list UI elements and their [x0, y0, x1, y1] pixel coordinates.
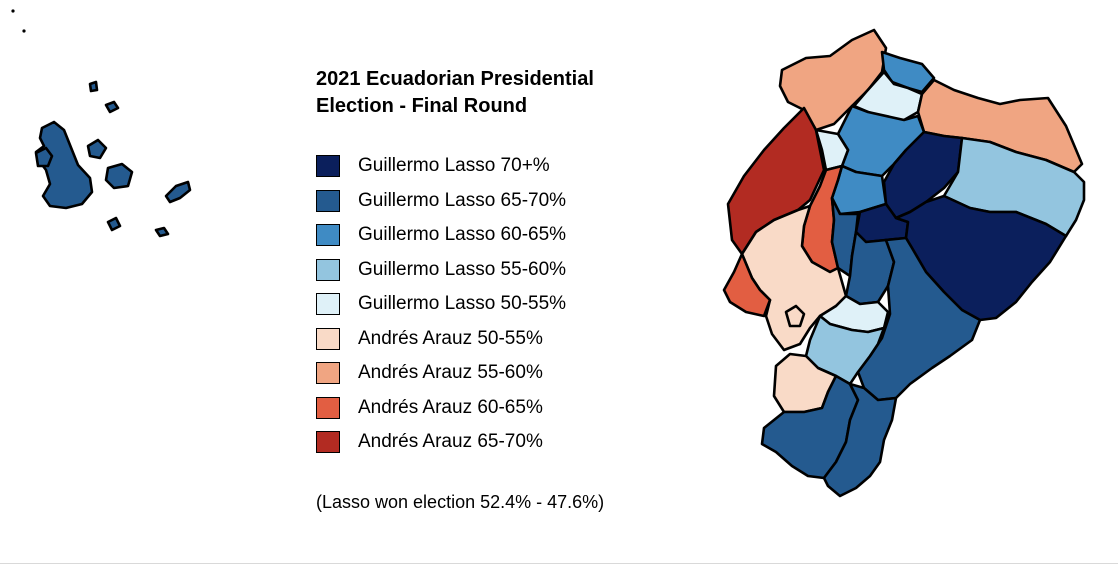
province-santa-elena — [722, 252, 772, 318]
bottom-divider — [0, 563, 1118, 564]
title-line-1: 2021 Ecuadorian Presidential — [316, 68, 594, 90]
legend-item: Guillermo Lasso 60-65% — [316, 218, 566, 253]
fernandina-island — [34, 146, 54, 168]
legend-item: Guillermo Lasso 70+% — [316, 149, 566, 184]
legend-label: Guillermo Lasso 55-60% — [358, 258, 567, 280]
legend-swatch — [316, 189, 340, 212]
mainland-provinces — [722, 28, 1086, 498]
province-guayas-puna — [784, 304, 806, 328]
legend: Guillermo Lasso 70+% Guillermo Lasso 65-… — [316, 149, 566, 460]
legend-swatch — [316, 327, 340, 350]
legend-swatch — [316, 155, 340, 178]
legend-label: Guillermo Lasso 65-70% — [358, 189, 567, 211]
legend-item: Andrés Arauz 60-65% — [316, 391, 566, 426]
result-note: (Lasso won election 52.4% - 47.6%) — [316, 492, 605, 512]
legend-item: Guillermo Lasso 50-55% — [316, 287, 566, 322]
galapagos-islands — [34, 80, 192, 238]
legend-item: Andrés Arauz 50-55% — [316, 322, 566, 357]
pinta-island — [104, 100, 120, 114]
legend-swatch — [316, 224, 340, 247]
floreana-island — [106, 216, 122, 232]
san-cristobal-island — [164, 180, 192, 204]
legend-swatch — [316, 258, 340, 281]
map-dot — [11, 9, 15, 13]
legend-item: Guillermo Lasso 55-60% — [316, 253, 566, 288]
province-morona-santiago — [856, 236, 982, 402]
legend-swatch — [316, 396, 340, 419]
legend-swatch — [316, 431, 340, 454]
legend-item: Andrés Arauz 65-70% — [316, 425, 566, 460]
espanola-island — [154, 226, 170, 238]
legend-swatch — [316, 293, 340, 316]
map-dot — [22, 29, 26, 33]
marchena-island — [88, 80, 99, 93]
legend-item: Guillermo Lasso 65-70% — [316, 184, 566, 219]
legend-swatch — [316, 362, 340, 385]
legend-label: Andrés Arauz 55-60% — [358, 362, 543, 384]
province-zamora-chinchipe — [822, 382, 898, 498]
legend-label: Andrés Arauz 60-65% — [358, 396, 543, 418]
map-title: 2021 Ecuadorian Presidential Election - … — [316, 66, 656, 120]
santa-cruz-island — [104, 162, 134, 190]
legend-label: Andrés Arauz 50-55% — [358, 327, 543, 349]
title-line-2: Election - Final Round — [316, 95, 528, 117]
legend-label: Guillermo Lasso 50-55% — [358, 293, 567, 315]
santiago-island — [86, 138, 108, 160]
legend-label: Andrés Arauz 65-70% — [358, 431, 543, 453]
legend-label: Guillermo Lasso 60-65% — [358, 224, 567, 246]
legend-item: Andrés Arauz 55-60% — [316, 356, 566, 391]
legend-label: Guillermo Lasso 70+% — [358, 155, 550, 177]
